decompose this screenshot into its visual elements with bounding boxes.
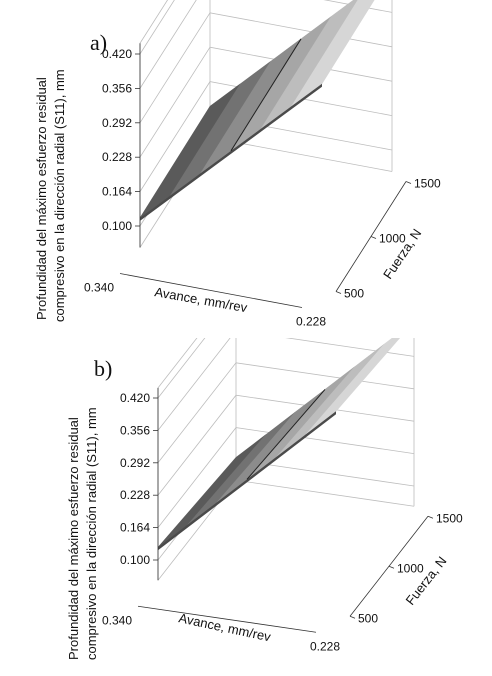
- z-gridline: [139, 46, 393, 158]
- x-axis: [137, 605, 317, 633]
- panel-label: b): [94, 356, 112, 381]
- z-gridline: [139, 0, 175, 55]
- x-tick-label: 0.340: [84, 281, 114, 295]
- z-axis-label-line-2: compresivo en la dirección radial (S11),…: [52, 69, 67, 322]
- z-tick-label: 0.356: [120, 423, 150, 437]
- y-tick-mark: [388, 565, 395, 569]
- z-tick-label: 0.228: [120, 488, 150, 502]
- y-tick-label: 1000: [397, 561, 424, 575]
- z-tick-label: 0.292: [102, 116, 132, 130]
- chart-panel-a: a) Profundidad del máximo esfuerzo resid…: [34, 0, 441, 329]
- y-tick-label: 1500: [436, 511, 463, 525]
- z-tick-label: 0.164: [102, 185, 132, 199]
- y-tick-label: 1500: [414, 177, 441, 191]
- chart-panel-b: b) Profundidad del máximo esfuerzo resid…: [0, 338, 492, 676]
- surface-band: [157, 434, 266, 548]
- z-gridline: [157, 427, 415, 528]
- z-axis-label-line-1: Profundidad del máximo esfuerzo residual: [66, 417, 81, 660]
- z-gridline: [139, 0, 393, 89]
- surface-edge: [140, 83, 322, 221]
- z-tick-label: 0.228: [102, 150, 132, 164]
- z-tick-label: 0.164: [120, 521, 150, 535]
- z-axis-label-line-1: Profundidad del máximo esfuerzo residual: [34, 77, 49, 320]
- y-tick-mark: [335, 291, 342, 294]
- x-tick-label: 0.340: [102, 613, 132, 627]
- chart-a-svg: a) Profundidad del máximo esfuerzo resid…: [34, 0, 441, 329]
- z-gridline: [157, 394, 415, 496]
- y-tick-mark: [349, 615, 356, 619]
- z-gridline: [157, 338, 206, 399]
- frame-edge: [139, 0, 168, 44]
- surface-contour-line: [246, 389, 326, 480]
- surface-band: [306, 338, 401, 435]
- y-tick-mark: [427, 515, 434, 519]
- z-tick-label: 0.356: [102, 81, 132, 95]
- panel-label: a): [90, 30, 107, 55]
- y-tick-mark: [405, 181, 412, 184]
- z-gridline: [157, 338, 415, 431]
- y-tick-label: 1000: [379, 232, 406, 246]
- frame-edge: [157, 338, 198, 389]
- z-tick-label: 0.420: [102, 47, 132, 61]
- z-tick-label: 0.100: [102, 219, 132, 233]
- surface-band: [246, 366, 355, 480]
- y-tick-label: 500: [344, 287, 364, 301]
- z-gridline: [139, 81, 393, 192]
- z-tick-label: 0.420: [120, 391, 150, 405]
- z-tick-label: 0.292: [120, 456, 150, 470]
- y-tick-mark: [370, 236, 377, 239]
- z-axis-label-line-2: compresivo en la dirección radial (S11),…: [84, 407, 99, 660]
- frame-edge: [235, 479, 415, 507]
- x-tick-label: 0.228: [296, 315, 326, 329]
- surface-edge: [158, 411, 336, 551]
- z-tick-label: 0.100: [120, 553, 150, 567]
- surface-band: [276, 343, 385, 457]
- x-axis-label: Avance, mm/rev: [177, 610, 272, 644]
- x-tick-label: 0.228: [310, 639, 340, 653]
- surface-contour-line: [230, 38, 302, 152]
- x-axis: [119, 273, 303, 308]
- y-tick-label: 500: [358, 611, 378, 625]
- chart-b-svg: b) Profundidad del máximo esfuerzo resid…: [66, 338, 463, 660]
